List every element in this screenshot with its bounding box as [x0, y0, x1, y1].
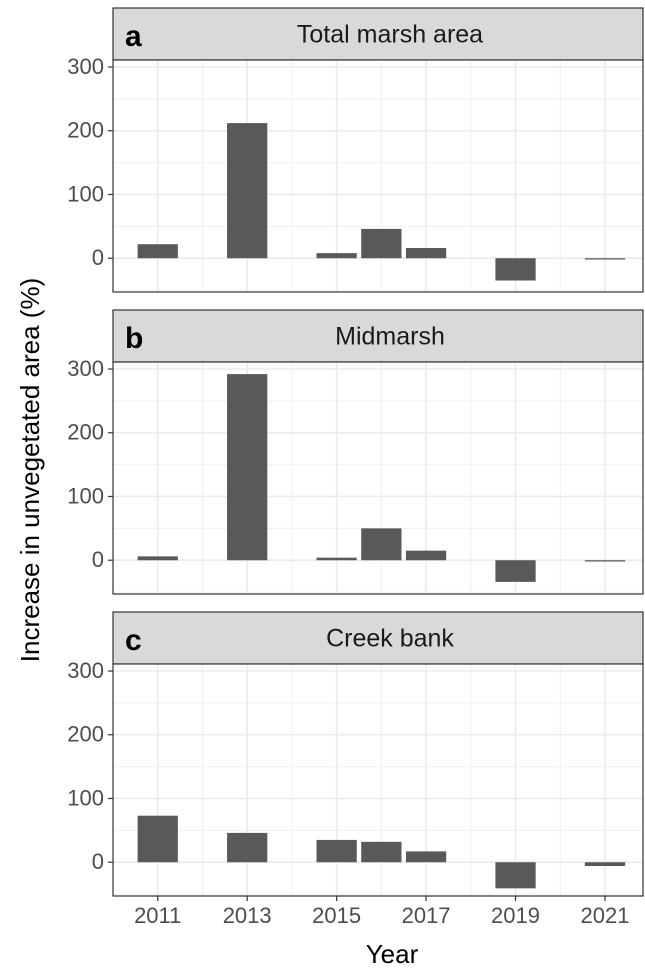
bar	[316, 253, 357, 259]
bar	[361, 228, 402, 259]
y-tick-label: 300	[67, 54, 104, 79]
x-tick-label: 2017	[402, 903, 451, 928]
y-tick-label: 0	[92, 547, 104, 572]
bar	[316, 839, 357, 863]
y-tick-label: 0	[92, 245, 104, 270]
y-axis-label: Increase in unvegetated area (%)	[15, 278, 45, 662]
bar	[495, 862, 536, 889]
bar	[361, 528, 402, 561]
bar	[137, 244, 178, 259]
bar	[227, 123, 268, 259]
x-tick-label: 2013	[223, 903, 272, 928]
x-tick-label: 2019	[491, 903, 540, 928]
y-tick-label: 200	[67, 118, 104, 143]
y-tick-label: 200	[67, 722, 104, 747]
bar	[584, 862, 626, 867]
panel-border	[112, 663, 644, 897]
bar	[227, 832, 268, 863]
bar	[584, 560, 626, 562]
y-tick-label: 200	[67, 420, 104, 445]
y-tick-label: 100	[67, 181, 104, 206]
x-tick-label: 2021	[581, 903, 630, 928]
bar	[137, 815, 178, 863]
strip-title: Creek bank	[326, 625, 454, 653]
bar	[405, 550, 447, 561]
bar	[227, 374, 268, 561]
y-tick-label: 100	[67, 483, 104, 508]
y-tick-label: 0	[92, 849, 104, 874]
bar	[405, 851, 447, 863]
panel-letter: c	[125, 624, 142, 657]
y-tick-label: 300	[67, 658, 104, 683]
strip-title: Total marsh area	[297, 21, 483, 49]
panel-border	[112, 361, 644, 595]
strip	[112, 309, 644, 363]
x-axis-label: Year	[366, 939, 419, 969]
bar	[495, 560, 536, 582]
strip-title: Midmarsh	[335, 323, 445, 351]
y-tick-label: 300	[67, 356, 104, 381]
bar	[405, 248, 447, 259]
strip	[112, 611, 644, 665]
x-tick-label: 2011	[134, 903, 181, 928]
panel-letter: a	[125, 20, 142, 53]
bar	[316, 557, 357, 561]
bar	[361, 841, 402, 863]
bar	[137, 556, 178, 561]
panel-border	[112, 59, 644, 293]
bar	[495, 258, 536, 281]
y-tick-label: 100	[67, 785, 104, 810]
panel-letter: b	[125, 322, 143, 355]
x-tick-label: 2015	[312, 903, 361, 928]
strip	[112, 7, 644, 61]
bar	[584, 258, 626, 260]
